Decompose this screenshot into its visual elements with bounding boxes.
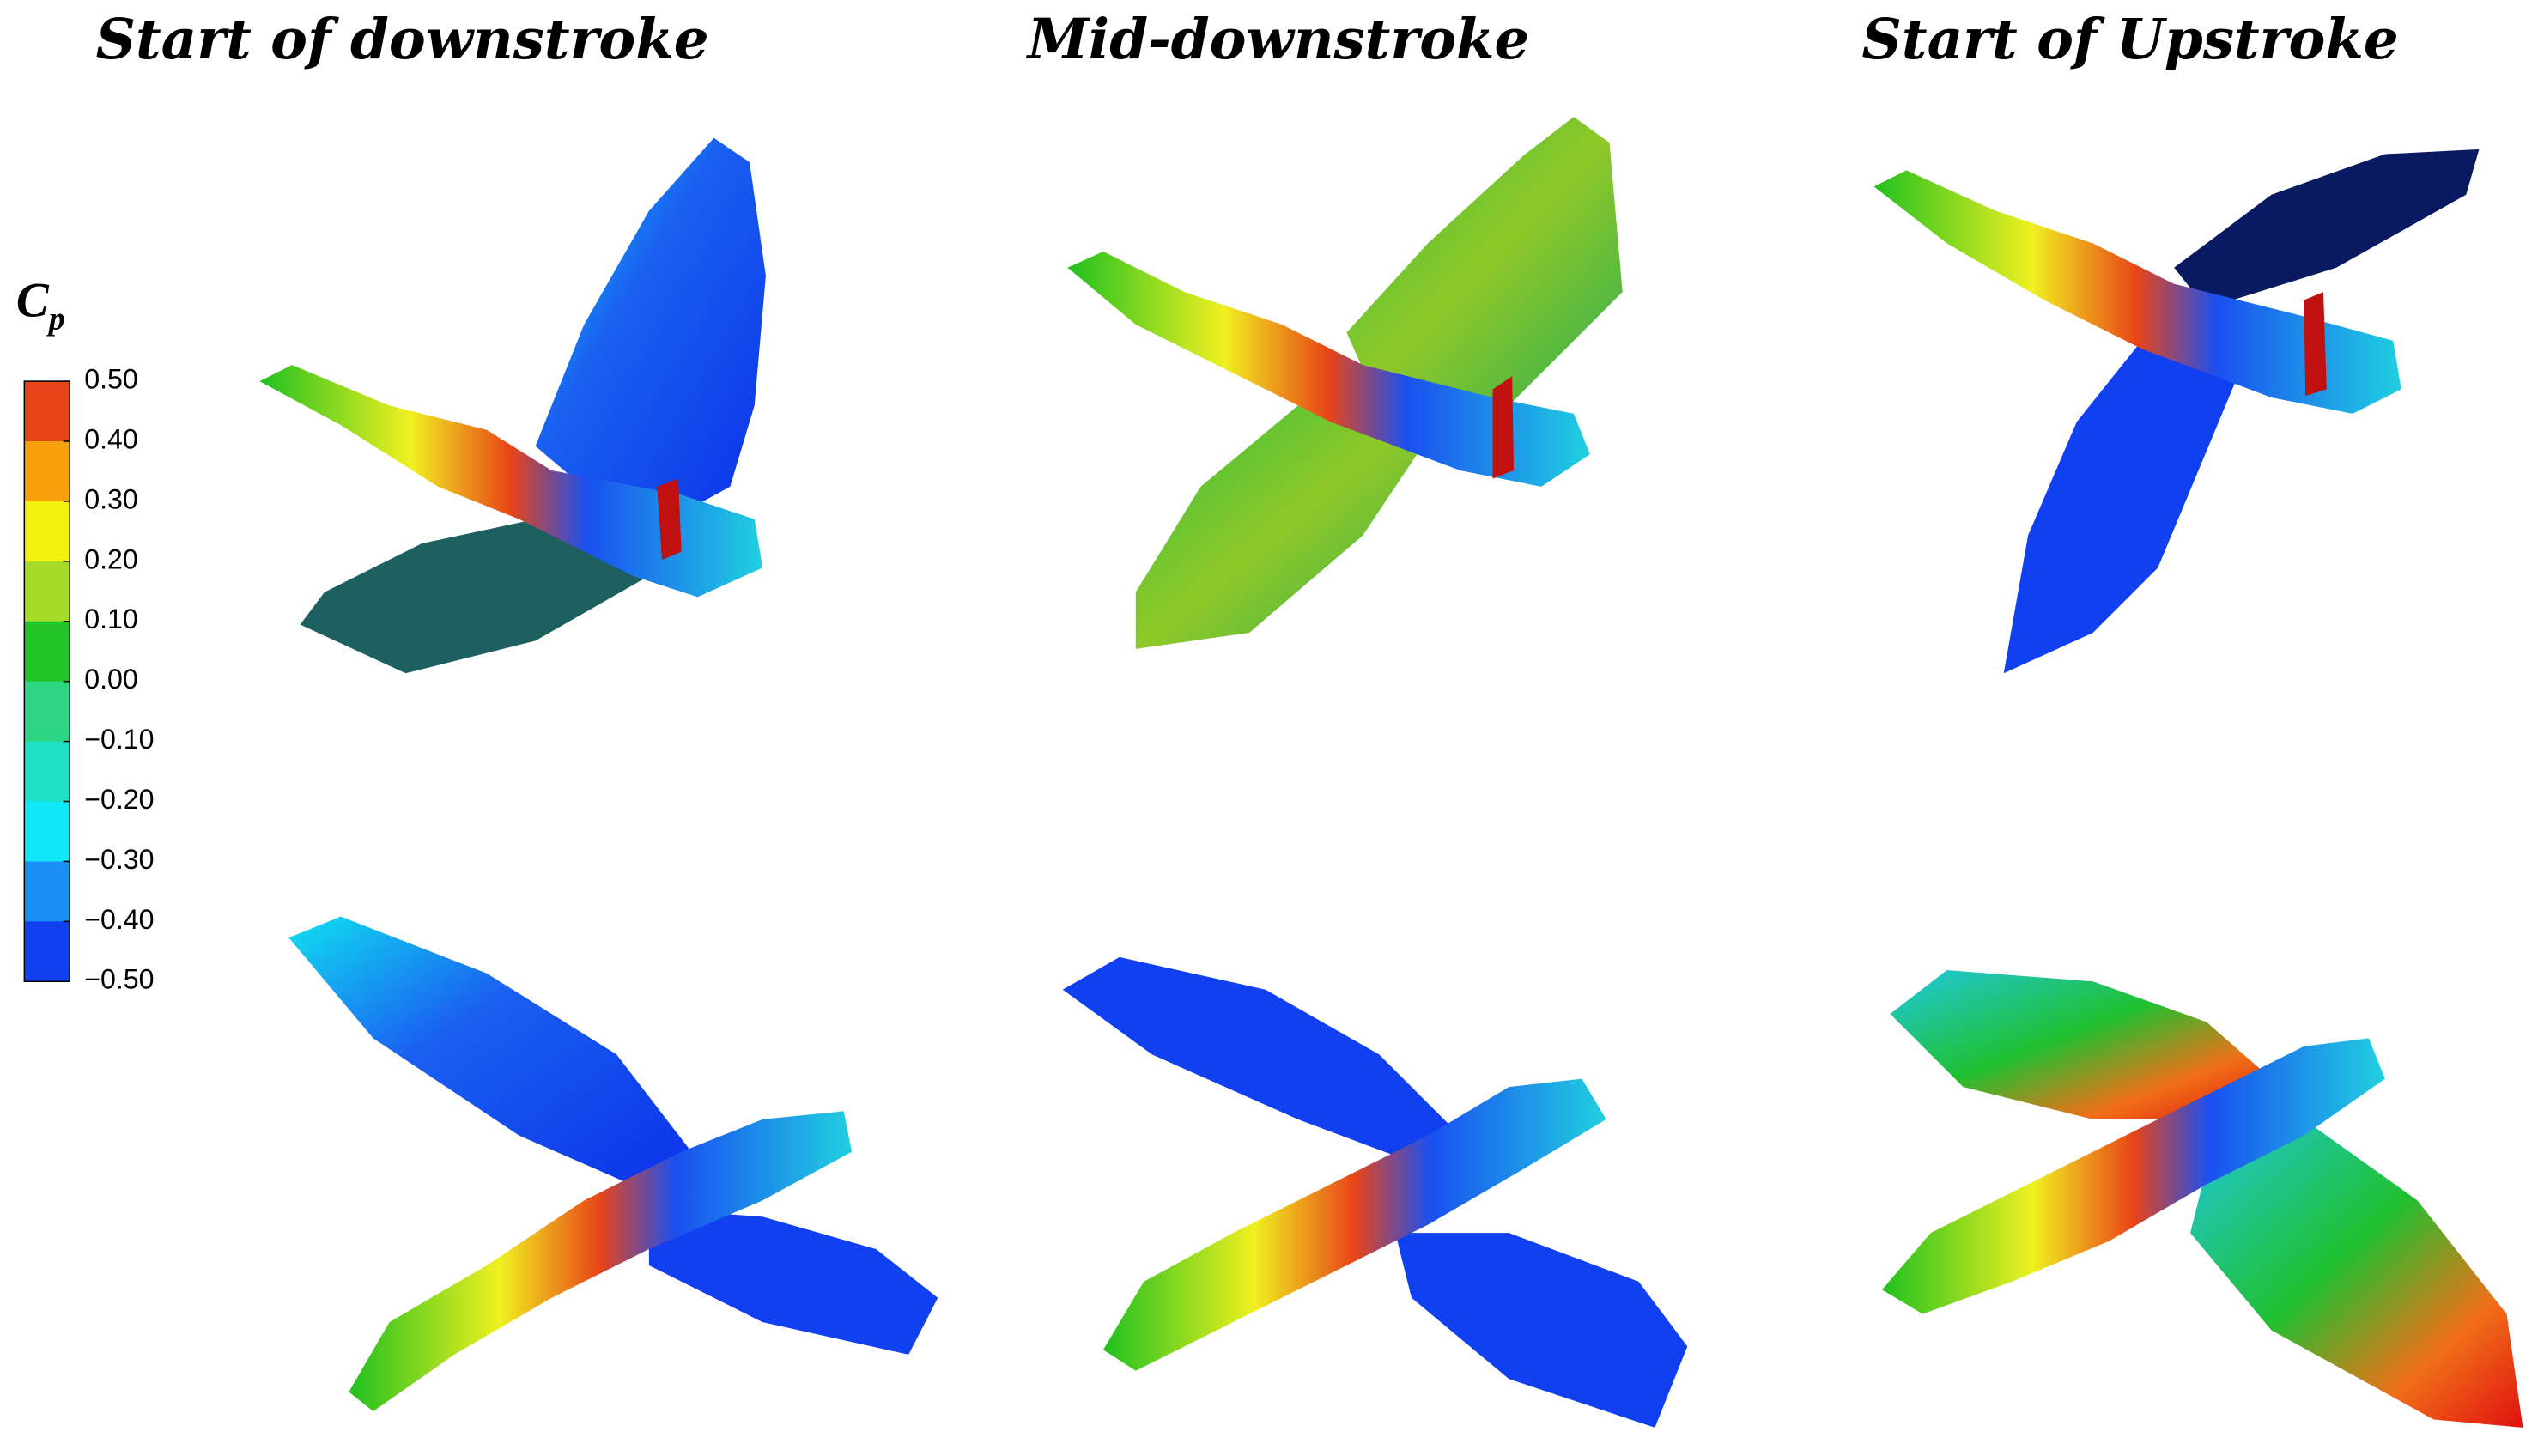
colorbar-label: Cp [16, 273, 65, 337]
column-title: Start of Upstroke [1862, 8, 2399, 72]
colorbar-tick-label: −0.40 [84, 904, 154, 935]
colorbar-segment [24, 801, 70, 862]
bird-render [288, 916, 938, 1412]
colorbar-tick-label: 0.50 [84, 364, 138, 395]
colorbar-tick-label: 0.10 [84, 604, 138, 634]
colorbar-segment [24, 861, 70, 922]
colorbar-tick-label: −0.50 [84, 964, 154, 995]
colorbar-tick-label: 0.40 [84, 423, 138, 454]
colorbar-segment [24, 500, 70, 562]
colorbar-tick-label: 0.20 [84, 543, 138, 574]
column-title: Mid-downstroke [1026, 8, 1530, 72]
colorbar-tick-label: −0.30 [84, 844, 154, 875]
bird-render [1067, 117, 1623, 649]
colorbar: 0.50 0.40 0.30 0.20 0.10 0.00 −0.10 −0.20 −0.30 −… [23, 364, 155, 995]
colorbar-tick-label: −0.10 [84, 724, 154, 755]
bird-render [1873, 149, 2480, 674]
colorbar-segment [24, 681, 70, 743]
colorbar-segment [24, 381, 70, 442]
bird-render [259, 137, 766, 674]
colorbar-segment [24, 921, 70, 982]
colorbar-tick-label: 0.30 [84, 483, 138, 514]
column-title: Start of downstroke [96, 8, 709, 72]
colorbar-label-sub: p [46, 301, 65, 337]
colorbar-segment [24, 741, 70, 803]
colorbar-segment [24, 561, 70, 622]
colorbar-label-main: C [16, 273, 50, 327]
colorbar-tick-label: −0.20 [84, 784, 154, 815]
colorbar-segment [24, 441, 70, 502]
colorbar-segment [24, 621, 70, 682]
bird-render [1062, 956, 1688, 1428]
colorbar-tick-label: 0.00 [84, 664, 138, 695]
bird-render [1882, 970, 2523, 1428]
